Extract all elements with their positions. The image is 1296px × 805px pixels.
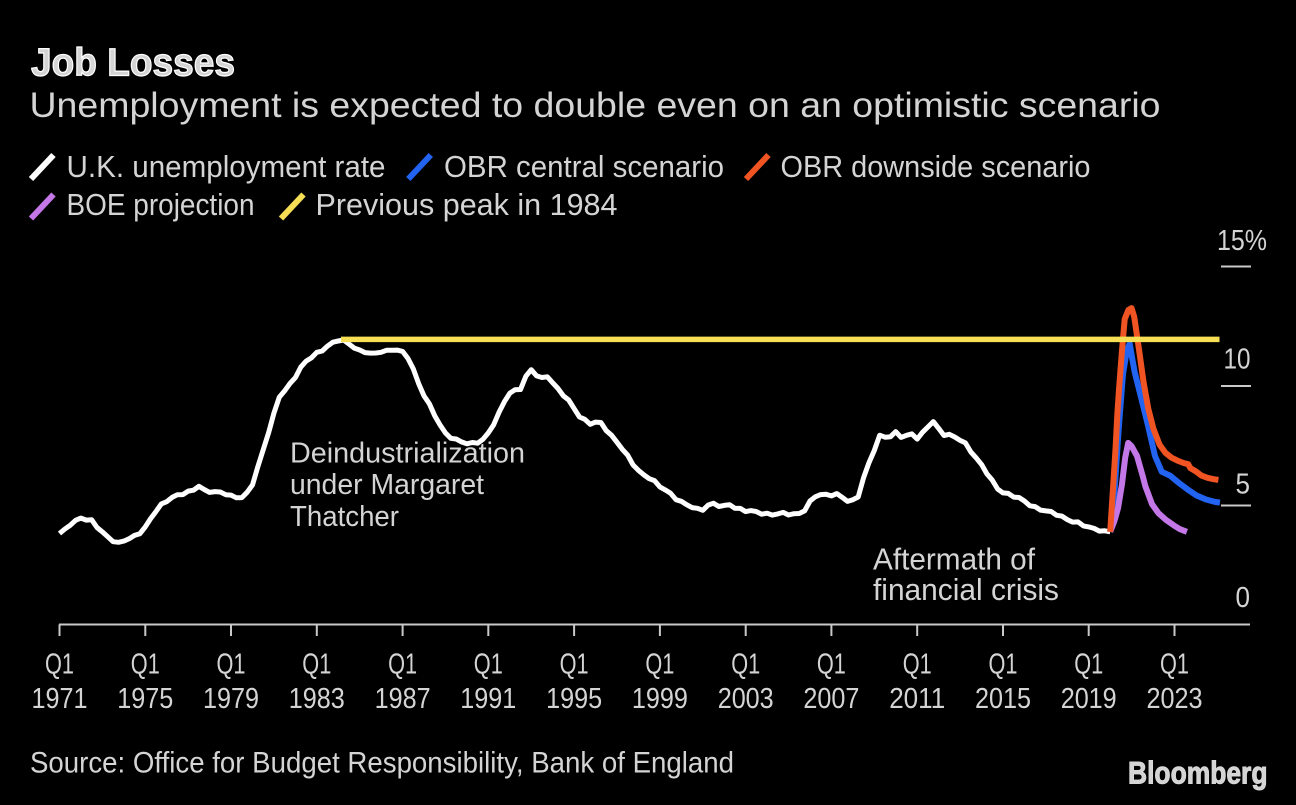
svg-text:2019: 2019 bbox=[1061, 683, 1117, 715]
svg-text:OBR downside scenario: OBR downside scenario bbox=[781, 149, 1091, 184]
svg-text:Q1: Q1 bbox=[903, 648, 932, 680]
svg-text:Q1: Q1 bbox=[388, 648, 417, 680]
svg-text:1995: 1995 bbox=[546, 683, 602, 715]
svg-text:5: 5 bbox=[1236, 469, 1251, 501]
svg-text:Job Losses: Job Losses bbox=[31, 42, 235, 85]
svg-text:Thatcher: Thatcher bbox=[290, 501, 399, 533]
svg-text:Previous peak in 1984: Previous peak in 1984 bbox=[316, 187, 618, 222]
svg-text:Q1: Q1 bbox=[645, 648, 674, 680]
svg-text:U.K. unemployment rate: U.K. unemployment rate bbox=[67, 149, 386, 184]
svg-text:1975: 1975 bbox=[117, 683, 173, 715]
svg-text:OBR central scenario: OBR central scenario bbox=[444, 149, 724, 184]
svg-text:0: 0 bbox=[1236, 582, 1251, 614]
svg-text:Aftermath of: Aftermath of bbox=[873, 543, 1035, 577]
svg-text:Deindustrialization: Deindustrialization bbox=[290, 437, 525, 469]
svg-text:1991: 1991 bbox=[460, 683, 516, 715]
svg-text:2003: 2003 bbox=[718, 683, 774, 715]
svg-text:1971: 1971 bbox=[32, 683, 88, 715]
svg-text:Q1: Q1 bbox=[731, 648, 760, 680]
svg-text:Q1: Q1 bbox=[302, 648, 331, 680]
svg-text:financial crisis: financial crisis bbox=[873, 573, 1059, 607]
svg-text:10: 10 bbox=[1224, 344, 1251, 376]
svg-text:1987: 1987 bbox=[375, 683, 431, 715]
svg-text:Q1: Q1 bbox=[474, 648, 503, 680]
svg-text:Q1: Q1 bbox=[1074, 648, 1103, 680]
svg-text:Source: Office for Budget Resp: Source: Office for Budget Responsibility… bbox=[30, 746, 734, 779]
svg-text:2011: 2011 bbox=[889, 683, 945, 715]
svg-text:Unemployment is expected to do: Unemployment is expected to double even … bbox=[30, 86, 1161, 125]
svg-text:Q1: Q1 bbox=[45, 648, 74, 680]
svg-text:1983: 1983 bbox=[289, 683, 345, 715]
svg-text:Q1: Q1 bbox=[989, 648, 1018, 680]
svg-text:1979: 1979 bbox=[203, 683, 259, 715]
svg-text:2023: 2023 bbox=[1147, 683, 1203, 715]
svg-text:under Margaret: under Margaret bbox=[290, 469, 484, 501]
svg-text:BOE projection: BOE projection bbox=[67, 187, 255, 222]
svg-text:Q1: Q1 bbox=[217, 648, 246, 680]
svg-text:Bloomberg: Bloomberg bbox=[1128, 755, 1268, 791]
svg-text:Q1: Q1 bbox=[817, 648, 846, 680]
svg-text:Q1: Q1 bbox=[560, 648, 589, 680]
svg-text:2015: 2015 bbox=[975, 683, 1031, 715]
svg-text:2007: 2007 bbox=[803, 683, 859, 715]
svg-text:Q1: Q1 bbox=[1160, 648, 1189, 680]
svg-text:Q1: Q1 bbox=[131, 648, 160, 680]
svg-text:15%: 15% bbox=[1217, 225, 1267, 257]
svg-text:1999: 1999 bbox=[632, 683, 688, 715]
